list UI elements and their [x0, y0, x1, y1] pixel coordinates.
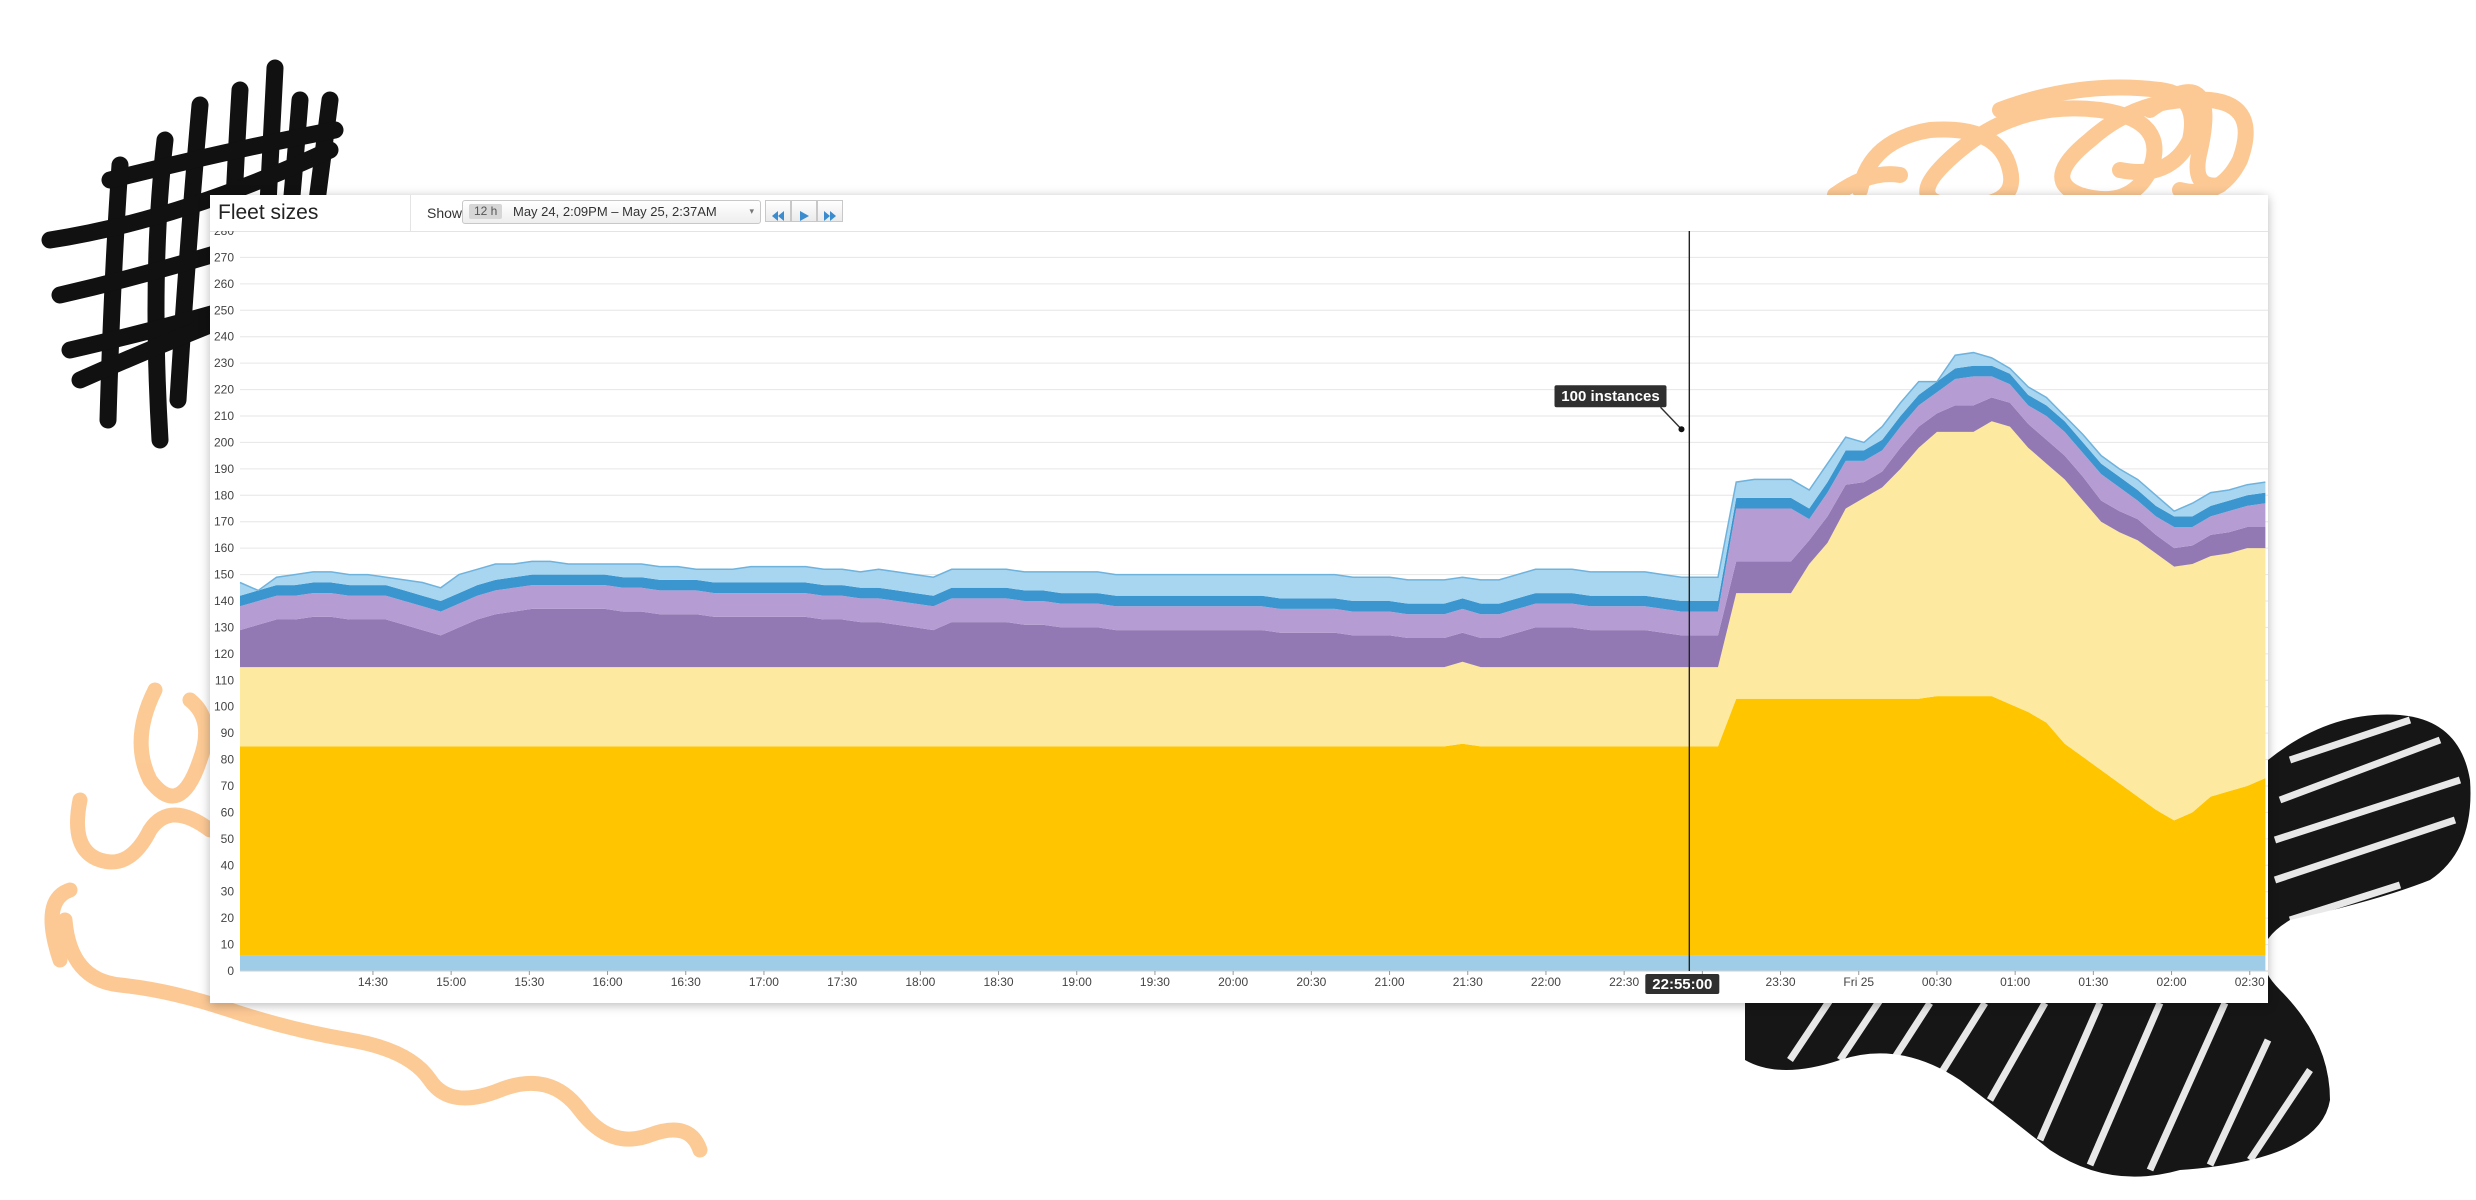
- x-tick-label: 19:00: [1062, 975, 1092, 989]
- y-tick-label: 140: [214, 594, 234, 608]
- y-tick-label: 280: [214, 231, 234, 238]
- x-axis: 14:30 15:00 15:30 16:00 16:30 17:00 17:30 18:00…: [240, 970, 2268, 989]
- y-axis: 0 10 20 30 40 50 60 70 80 90 100 110 120 130 140 150 160…: [214, 231, 234, 978]
- y-tick-label: 170: [214, 515, 234, 529]
- x-tick-label: 23:30: [1766, 975, 1796, 989]
- y-tick-label: 10: [221, 938, 235, 952]
- y-tick-label: 30: [221, 885, 235, 899]
- x-tick-label: 17:00: [749, 975, 779, 989]
- y-tick-label: 150: [214, 568, 234, 582]
- x-tick-label: 02:00: [2157, 975, 2187, 989]
- series-area-4: [240, 397, 2266, 668]
- cursor-time-label: 22:55:00: [1645, 974, 1720, 994]
- rewind-button[interactable]: [765, 200, 791, 222]
- y-tick-label: 110: [215, 673, 234, 687]
- stacked-areas: [239, 351, 2266, 971]
- y-tick-label: 90: [221, 726, 235, 740]
- fleet-sizes-chart: 0 10 20 30 40 50 60 70 80 90 100 110 120 130 140 150 160…: [214, 231, 2268, 994]
- y-tick-label: 40: [221, 858, 235, 872]
- series-area-1: [240, 955, 2266, 971]
- x-tick-label: 17:30: [827, 975, 857, 989]
- fast-forward-button[interactable]: [817, 200, 843, 222]
- series-area-3: [240, 421, 2266, 821]
- x-tick-label: Fri 25: [1843, 975, 1874, 989]
- x-tick-label: 14:30: [358, 975, 388, 989]
- y-tick-label: 0: [227, 964, 234, 978]
- chevron-down-icon: ▾: [749, 206, 754, 216]
- x-tick-label: 19:30: [1140, 975, 1170, 989]
- value-tooltip: 100 instances: [1554, 385, 1685, 433]
- orange-swirl-scribble: [1827, 79, 2254, 214]
- y-tick-label: 210: [214, 409, 234, 423]
- x-tick-label: 16:00: [593, 975, 623, 989]
- x-tick-label: 18:00: [905, 975, 935, 989]
- y-tick-label: 190: [214, 462, 234, 476]
- series-area-2: [240, 696, 2266, 956]
- range-duration-badge: 12 h: [469, 204, 503, 219]
- y-tick-label: 200: [214, 435, 234, 449]
- range-text: May 24, 2:09PM – May 25, 2:37AM: [513, 204, 717, 219]
- y-tick-label: 80: [221, 753, 235, 767]
- y-tick-label: 250: [214, 303, 234, 317]
- y-tick-label: 230: [214, 356, 234, 370]
- x-tick-label: 02:30: [2235, 975, 2265, 989]
- tooltip-point: [1678, 426, 1685, 433]
- panel-title: Fleet sizes: [218, 201, 319, 224]
- x-tick-label: 01:30: [2078, 975, 2108, 989]
- y-tick-label: 120: [214, 647, 234, 661]
- y-tick-label: 160: [214, 541, 234, 555]
- x-tick-label: 21:00: [1375, 975, 1405, 989]
- y-tick-label: 50: [221, 832, 235, 846]
- fleet-sizes-panel: Fleet sizes Show 12 h May 24, 2:09PM – M…: [210, 195, 2268, 1003]
- y-tick-label: 100: [214, 700, 234, 714]
- x-tick-label: 16:30: [671, 975, 701, 989]
- y-tick-label: 260: [214, 277, 234, 291]
- x-tick-label: 20:00: [1218, 975, 1248, 989]
- orange-zigzag-scribble: [44, 682, 708, 1158]
- rewind-icon: [772, 207, 784, 222]
- show-label: Show: [427, 205, 463, 221]
- x-tick-label: 00:30: [1922, 975, 1952, 989]
- time-range-select[interactable]: 12 h May 24, 2:09PM – May 25, 2:37AM ▾: [462, 200, 761, 224]
- fast-forward-icon: [824, 207, 836, 222]
- x-tick-label: 15:00: [436, 975, 466, 989]
- play-icon: [799, 207, 809, 222]
- cursor-time-text: 22:55:00: [1652, 976, 1712, 993]
- x-tick-label: 21:30: [1453, 975, 1483, 989]
- y-tick-label: 70: [221, 779, 235, 793]
- panel-toolbar: Fleet sizes Show 12 h May 24, 2:09PM – M…: [210, 195, 2268, 232]
- black-striped-blob: [1745, 714, 2471, 1177]
- x-tick-label: 15:30: [514, 975, 544, 989]
- y-tick-label: 220: [214, 383, 234, 397]
- hover-cursor: 100 instances 22:55:00: [1554, 231, 1720, 994]
- y-tick-label: 130: [214, 620, 234, 634]
- x-tick-label: 22:30: [1609, 975, 1639, 989]
- x-tick-label: 18:30: [984, 975, 1014, 989]
- series-area-5: [240, 376, 2266, 638]
- tooltip-text: 100 instances: [1561, 388, 1659, 405]
- y-tick-label: 180: [214, 488, 234, 502]
- play-button[interactable]: [791, 200, 817, 222]
- toolbar-divider: [410, 195, 411, 231]
- y-tick-label: 20: [221, 911, 235, 925]
- total-outline: [239, 351, 2266, 592]
- y-tick-label: 60: [221, 805, 235, 819]
- y-tick-label: 270: [214, 250, 234, 264]
- y-tick-label: 240: [214, 330, 234, 344]
- x-tick-label: 01:00: [2000, 975, 2030, 989]
- x-tick-label: 22:00: [1531, 975, 1561, 989]
- x-tick-label: 20:30: [1296, 975, 1326, 989]
